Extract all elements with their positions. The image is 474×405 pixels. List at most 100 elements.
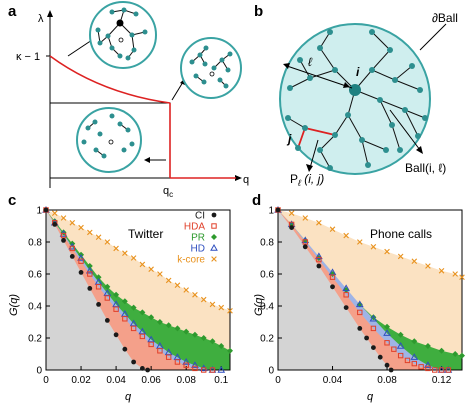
- y-tick-label: 0.6: [260, 270, 274, 281]
- data-point-k-core: [452, 271, 458, 277]
- ball-top-nodes: [95, 7, 148, 61]
- path-edge-2: [304, 127, 336, 136]
- legend-label-hd: HD: [191, 244, 205, 255]
- data-point-k-core: [69, 220, 76, 226]
- data-point-k-core: [209, 301, 216, 308]
- path-pointer: [309, 139, 319, 169]
- data-point-hda: [445, 367, 452, 373]
- ball-top-center-node: [116, 19, 124, 27]
- data-point-legend-ci: [211, 212, 217, 218]
- plot-frame: [277, 209, 463, 371]
- y-tick-label: 0.2: [28, 334, 42, 345]
- data-point-k-core: [60, 215, 67, 221]
- ball-bottom-removed-node: [108, 139, 114, 145]
- data-point-ci: [357, 326, 363, 331]
- data-point-hd: [383, 329, 391, 336]
- ball-bottom-nodes: [81, 113, 135, 159]
- data-point-ci: [289, 225, 295, 231]
- data-point-pr: [356, 301, 363, 308]
- data-point-hda: [95, 284, 102, 290]
- data-point-ci: [364, 335, 369, 341]
- data-point-k-core: [157, 271, 163, 277]
- path-edge-1: [297, 127, 306, 149]
- boundary-label: ∂Ball: [432, 11, 458, 25]
- data-point-k-core: [459, 274, 465, 280]
- plot-d: 0 0.2 0.4 0.6 0.8 1 0 0.04 0.08 0.12: [260, 206, 465, 386]
- panel-d-y-label: G(q): [253, 294, 265, 316]
- ball-region: [279, 23, 431, 175]
- data-point-hda: [404, 357, 411, 364]
- y-tick-label: 1: [36, 206, 42, 217]
- data-point-pr: [165, 322, 172, 329]
- data-point-hda: [113, 306, 119, 312]
- data-point-k-core: [384, 248, 390, 255]
- radius-arrow: [286, 65, 353, 89]
- y-tick-label: 1: [268, 206, 274, 217]
- data-point-ci: [96, 302, 101, 307]
- path-label-sub: ℓ: [297, 178, 301, 188]
- data-point-pr: [156, 319, 163, 325]
- data-point-k-core: [192, 292, 198, 298]
- data-point-k-core: [51, 210, 58, 216]
- x-tick-label: 0.08: [176, 375, 196, 386]
- data-point-hda: [411, 360, 417, 367]
- data-point-pr: [191, 331, 198, 338]
- panel-a-x-tick-sub: c: [169, 190, 173, 199]
- ell-label: ℓ: [308, 55, 313, 69]
- panel-a-x-tick-q: q: [163, 185, 169, 197]
- data-point-hda: [122, 316, 128, 322]
- panel-a-y-tick: κ − 1: [16, 51, 40, 63]
- data-point-ci: [52, 222, 58, 227]
- panel-a-letter: a: [8, 3, 17, 20]
- data-point-hda: [343, 292, 349, 298]
- area-ci: [278, 210, 392, 370]
- data-point-pr: [130, 304, 137, 311]
- data-point-ci: [122, 346, 128, 352]
- data-point-k-core: [288, 210, 295, 216]
- boundary-pointer: [419, 23, 447, 51]
- data-point-ci: [43, 207, 49, 213]
- x-tick-label: 0.06: [141, 375, 161, 386]
- data-point-ci: [78, 270, 84, 275]
- data-point-hda: [192, 365, 198, 372]
- data-point-hda: [329, 274, 336, 280]
- data-point-ci: [384, 362, 390, 368]
- panel-d-x-label: q: [367, 391, 374, 403]
- data-point-hda: [209, 367, 216, 373]
- x-tick-label: 0: [43, 375, 49, 386]
- data-point-hd: [369, 314, 378, 322]
- data-point-pr: [302, 237, 309, 244]
- data-point-ci: [330, 284, 335, 290]
- data-point-hda: [87, 271, 93, 277]
- y-tick-label: 0.6: [28, 270, 42, 281]
- panel-a-ball-right: [180, 37, 242, 99]
- data-point-ci: [131, 359, 137, 365]
- data-point-hda: [157, 348, 163, 354]
- data-point-pr: [452, 351, 459, 357]
- panel-a-x-tick: qc: [163, 185, 173, 199]
- center-node-i: [349, 84, 361, 96]
- panel-d: d 0 0.2 0.4 0.6 0.8 1 0 0.04 0.08 0.12 Phone call…: [252, 192, 465, 403]
- y-tick-label: 0: [36, 366, 42, 377]
- path-label-p: P: [290, 172, 298, 186]
- data-point-pr: [113, 291, 120, 298]
- panel-a-ball-top: [89, 1, 157, 69]
- data-point-ci: [377, 354, 383, 360]
- data-point-ci: [145, 367, 151, 373]
- data-point-hda: [357, 309, 363, 316]
- panel-a-y-label: λ: [38, 13, 44, 25]
- data-point-k-core: [104, 239, 111, 245]
- y-tick-label: 0.4: [28, 302, 42, 313]
- ball-right-boundary: [180, 37, 242, 99]
- data-point-hda: [201, 367, 207, 373]
- panel-a-arrow-2: [171, 81, 184, 101]
- panel-a-arrowhead-3: [144, 157, 150, 163]
- data-point-k-core: [130, 255, 137, 261]
- data-point-hda: [370, 325, 377, 332]
- data-point-k-core: [329, 226, 336, 232]
- data-point-hda: [425, 365, 431, 372]
- panel-a-eigenvalue-curve: [49, 55, 171, 104]
- data-point-k-core: [95, 234, 102, 240]
- legend-label-k-core: k-core: [177, 255, 205, 266]
